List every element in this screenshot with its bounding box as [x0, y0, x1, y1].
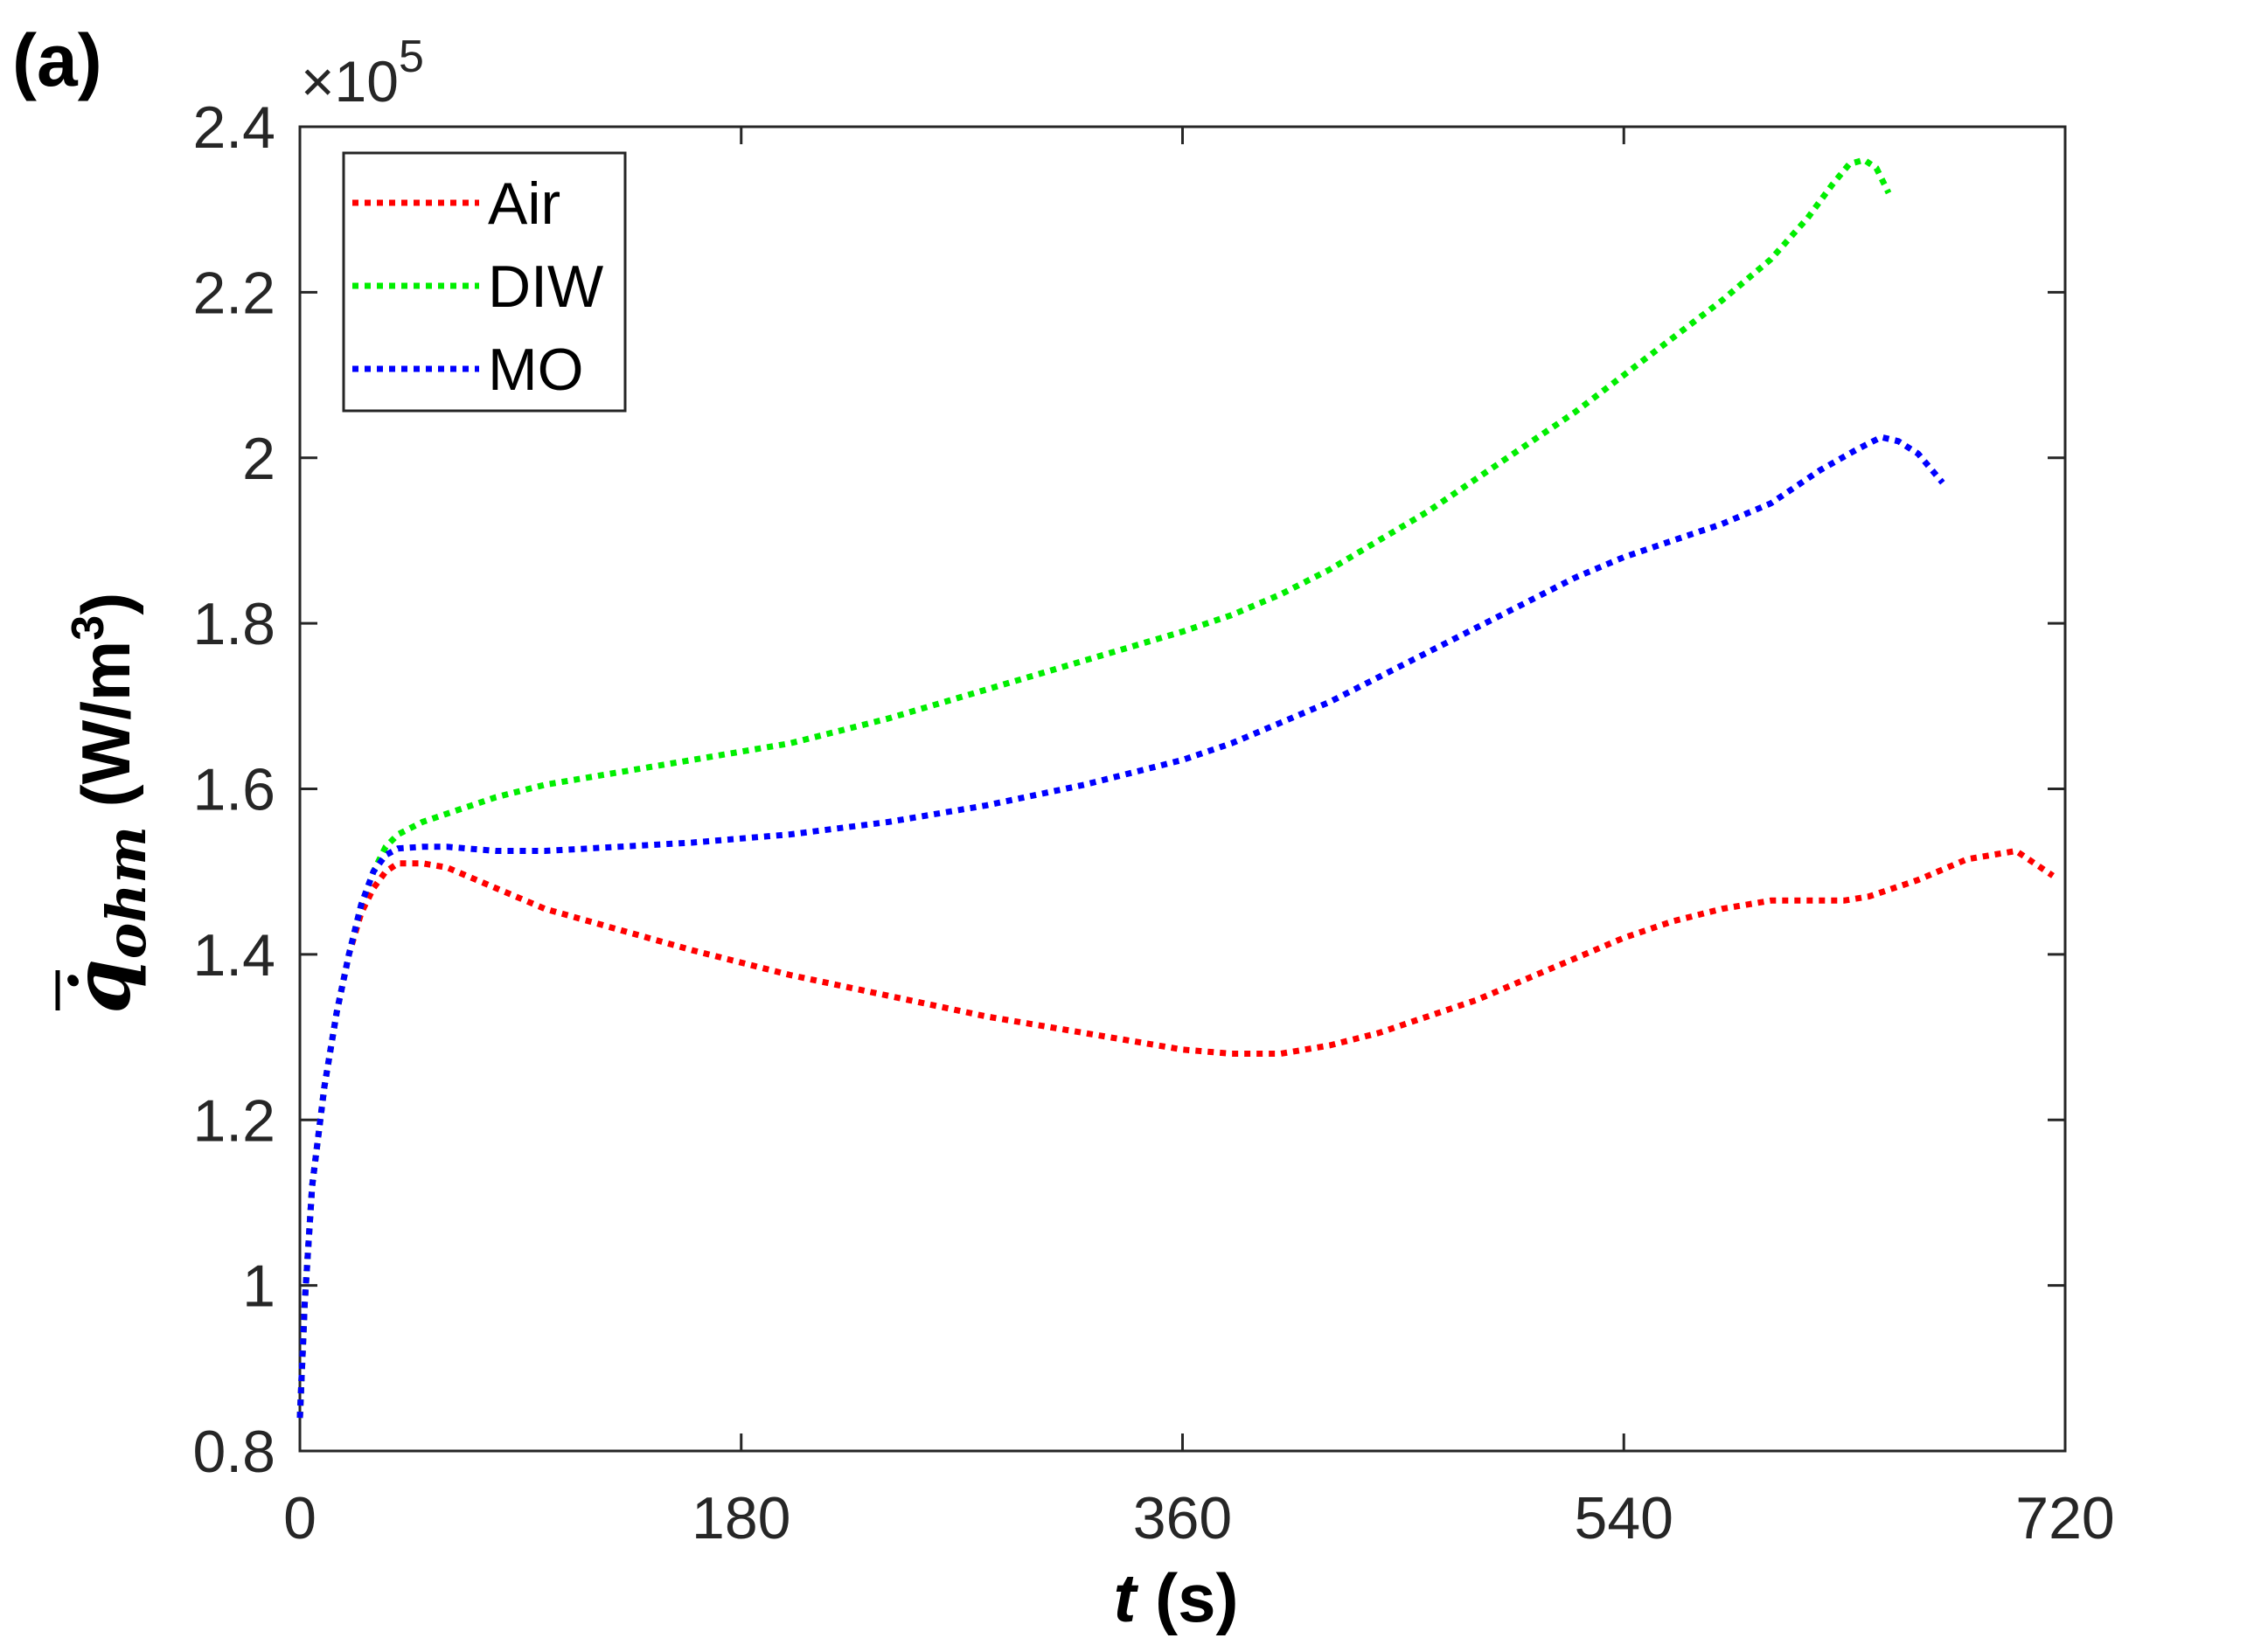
x-tick-label: 720 — [2015, 1485, 2114, 1551]
legend: Air DIW MO — [342, 151, 627, 413]
y-tick-label: 2.4 — [192, 94, 275, 161]
x-axis-title-units: (s) — [1136, 1559, 1238, 1636]
axis-ticks — [298, 125, 2067, 1453]
y-tick-label: 2.2 — [192, 260, 275, 326]
y-axis-title: q̇ohm (W/m3) — [55, 593, 158, 1014]
y-tick-label: 0.8 — [192, 1419, 275, 1485]
y-tick-label: 2 — [242, 426, 275, 492]
y-exponent-power: 5 — [399, 31, 424, 82]
y-tick-label: 1.6 — [192, 757, 275, 823]
x-tick-label: 360 — [1133, 1485, 1232, 1551]
y-tick-label: 1.4 — [192, 922, 275, 989]
y-tick-label: 1.2 — [192, 1087, 275, 1154]
y-axis-title-subscript: ohm — [94, 826, 158, 959]
legend-label-diw: DIW — [488, 253, 603, 320]
x-tick-label: 540 — [1575, 1485, 1673, 1551]
y-tick-label: 1 — [242, 1253, 275, 1320]
legend-label-mo: MO — [488, 337, 584, 403]
series-lines — [296, 156, 2055, 1419]
x-axis-title-variable: t — [1114, 1559, 1139, 1636]
legend-label-air: Air — [488, 170, 560, 237]
y-exponent-prefix: ×10 — [301, 49, 399, 114]
panel-label: (a) — [12, 19, 102, 101]
x-tick-label: 180 — [692, 1485, 790, 1551]
x-tick-label: 0 — [283, 1485, 317, 1551]
x-axis-title: t (s) — [1114, 1559, 1239, 1636]
tick-labels: 0 180 360 540 720 0.8 1 1.2 1.4 1.6 1.8 2 2.2 2.4 — [192, 94, 2114, 1551]
y-exponent-label: ×105 — [301, 31, 424, 114]
series-line-air — [296, 847, 2055, 1419]
y-axis-title-units: (W/m — [67, 641, 144, 826]
svg-text:q̇ohm (W/m3): q̇ohm (W/m3) — [56, 593, 158, 1014]
y-tick-label: 1.8 — [192, 591, 275, 657]
y-axis-title-symbol: q̇ — [56, 959, 149, 1014]
y-axis-title-units-sup: 3 — [63, 615, 114, 641]
y-axis-title-units-close: ) — [67, 593, 144, 615]
series-line-mo — [296, 434, 1945, 1419]
